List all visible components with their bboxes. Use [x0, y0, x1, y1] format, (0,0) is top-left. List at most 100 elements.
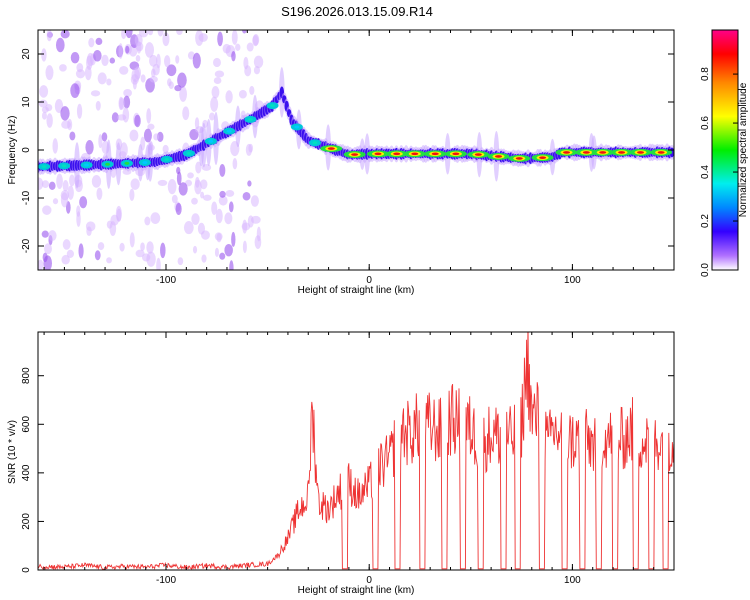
- noise-blob: [177, 72, 187, 88]
- snr-frame: [37, 331, 675, 571]
- noise-blob: [146, 241, 154, 254]
- noise-blob: [48, 230, 57, 242]
- noise-blob: [76, 63, 84, 73]
- noise-blob: [157, 30, 164, 37]
- noise-blob: [185, 179, 192, 187]
- noise-blob: [235, 43, 241, 51]
- ridge-peak-core: [495, 155, 503, 158]
- noise-blob: [147, 30, 154, 36]
- noise-blob: [70, 51, 80, 64]
- noise-blob: [90, 90, 101, 97]
- noise-blob: [211, 86, 220, 99]
- colorbar-tick-label: 0.2: [700, 214, 711, 228]
- noise-blob: [198, 33, 208, 42]
- ridge-peak-core: [186, 151, 192, 155]
- noise-blob: [157, 179, 168, 187]
- noise-blob: [149, 76, 158, 83]
- noise-blob: [62, 180, 69, 192]
- x-tick-label: -100: [156, 275, 176, 286]
- noise-blob: [238, 89, 247, 99]
- noise-blob: [247, 180, 252, 187]
- snr-y-label: SNR (10 * v/v): [7, 420, 18, 484]
- noise-blob: [224, 243, 233, 257]
- noise-blob: [174, 85, 182, 92]
- noise-blob: [219, 190, 226, 198]
- noise-blob: [91, 175, 102, 188]
- noise-blob: [95, 37, 103, 46]
- noise-blob: [85, 139, 94, 155]
- y-tick-label: 800: [21, 367, 32, 384]
- colorbar-tick-label: 0.0: [700, 263, 711, 277]
- noise-blob: [41, 111, 47, 120]
- y-tick-label: 600: [21, 416, 32, 433]
- ridge-peak-core: [294, 125, 300, 129]
- noise-blob: [41, 230, 49, 238]
- ridge-peak-core: [41, 165, 47, 169]
- noise-blob: [42, 205, 52, 215]
- noise-blob: [153, 133, 160, 141]
- noise-blob: [96, 187, 103, 200]
- noise-blob: [44, 243, 52, 255]
- noise-blob: [144, 216, 151, 226]
- noise-blob: [252, 35, 259, 47]
- noise-blob: [215, 208, 223, 224]
- noise-blob: [219, 252, 226, 260]
- noise-blob: [146, 108, 152, 124]
- noise-blob: [116, 208, 122, 222]
- noise-blob: [106, 78, 112, 86]
- noise-blob: [191, 197, 198, 205]
- ridge-peak-core: [142, 161, 148, 165]
- y-tick-label: 0: [21, 147, 32, 153]
- noise-blob: [200, 191, 205, 199]
- noise-blob: [179, 86, 188, 102]
- noise-blob: [166, 64, 177, 77]
- noise-blob: [242, 219, 248, 234]
- noise-blob: [250, 215, 261, 224]
- noise-blob: [140, 74, 146, 83]
- noise-blob: [201, 254, 207, 263]
- x-tick-label: 0: [366, 575, 372, 586]
- noise-blob: [109, 57, 116, 64]
- noise-blob: [111, 112, 119, 123]
- ridge-peak-core: [393, 152, 401, 156]
- noise-blob: [101, 132, 108, 142]
- ridge-peak-core: [208, 139, 214, 143]
- noise-blob: [119, 242, 125, 252]
- noise-blob: [156, 53, 161, 69]
- ridge-peak-core: [474, 153, 482, 156]
- noise-blob: [253, 55, 264, 69]
- x-tick-label: 100: [564, 275, 581, 286]
- noise-blob: [171, 194, 178, 204]
- ridge-peak-core: [582, 151, 590, 154]
- noise-blob: [130, 178, 140, 190]
- noise-blob: [176, 171, 182, 186]
- noise-blob: [143, 128, 152, 143]
- y-tick-label: -20: [21, 238, 32, 253]
- spectrogram-x-label: Height of straight line (km): [298, 285, 415, 296]
- ridge-peak-core: [374, 152, 382, 156]
- ridge-peak-core: [270, 104, 276, 108]
- ridge-peak-core: [411, 152, 419, 156]
- noise-blob: [79, 196, 88, 209]
- noise-blob: [67, 185, 74, 200]
- noise-blob: [164, 55, 171, 68]
- noise-blob: [76, 211, 81, 227]
- noise-blob: [46, 30, 52, 42]
- noise-blob: [218, 195, 228, 206]
- noise-blob: [244, 65, 252, 77]
- noise-blob: [95, 100, 101, 111]
- noise-blob: [129, 129, 139, 142]
- noise-blob: [162, 32, 170, 47]
- noise-blob: [123, 95, 131, 109]
- noise-blob: [232, 158, 238, 170]
- spectrogram-marks: [38, 30, 674, 270]
- noise-blob: [38, 177, 44, 190]
- ridge-peak-core: [351, 153, 359, 156]
- noise-blob: [125, 30, 133, 39]
- noise-blob: [41, 48, 47, 62]
- y-tick-label: -10: [21, 190, 32, 205]
- noise-blob: [39, 85, 49, 98]
- noise-blob: [60, 30, 70, 39]
- spectrogram-y-label: Frequency (Hz): [7, 116, 18, 185]
- noise-blob: [70, 83, 80, 98]
